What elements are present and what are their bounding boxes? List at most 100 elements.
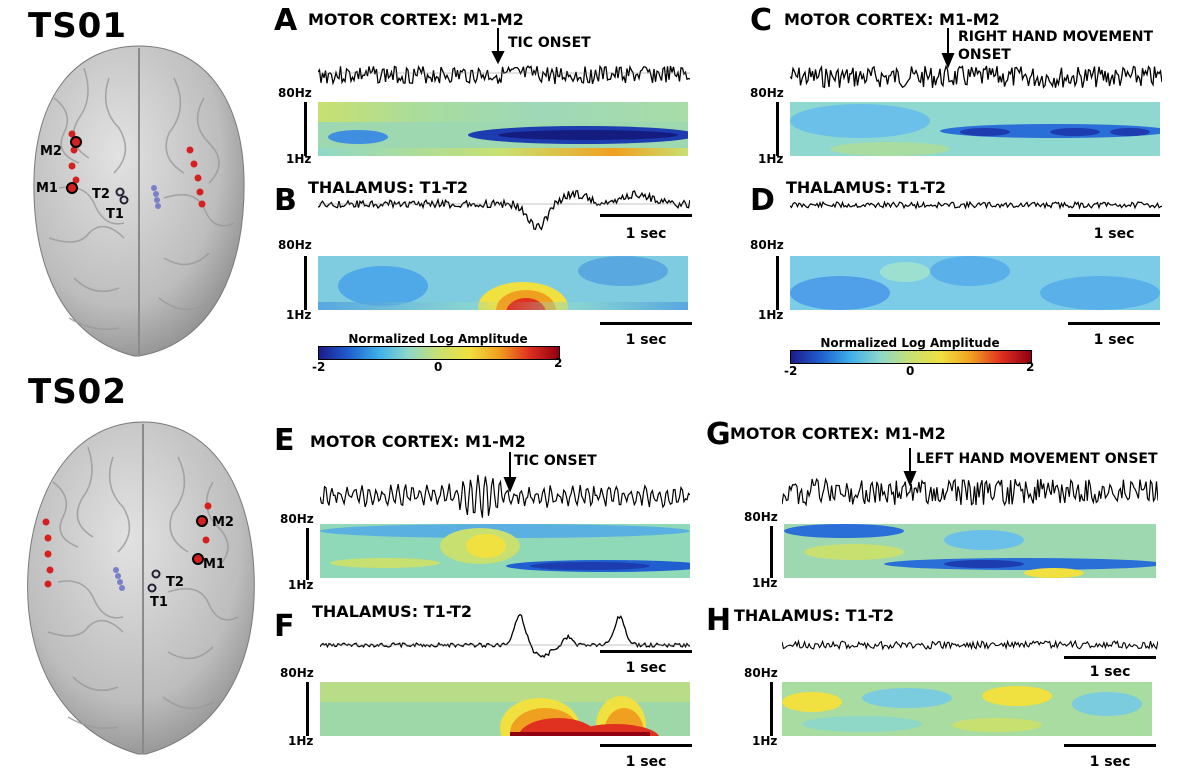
freq-axis-bar-b [304,256,307,310]
freq-top-f: 80Hz [280,666,314,680]
scale-bar-d-spec [1068,322,1160,325]
electrode-m2-ts01 [70,136,82,148]
spectrogram-b [318,256,688,310]
brain-label-m1-ts02: M1 [203,557,225,572]
trace-a [318,64,690,86]
freq-axis-bar-f [306,682,309,736]
spectrogram-f [320,682,690,736]
scale-label-b-trace: 1 sec [625,226,667,242]
freq-axis-bar-g [770,526,773,578]
freq-axis-bar-e [306,528,309,580]
trace-c [790,64,1162,89]
spectrogram-a [318,102,688,156]
electrode-strip-right-ts02 [202,502,212,544]
freq-bottom-h: 1Hz [752,734,778,748]
colorbar-max-1: 2 [554,356,563,370]
onset-label-c: RIGHT HAND MOVEMENT ONSET [958,29,1154,63]
colorbar-max-2: 2 [1026,360,1035,374]
colorbar-1 [318,346,560,360]
colorbar-2 [790,350,1032,364]
freq-top-c: 80Hz [750,86,784,100]
panel-title-b: THALAMUS: T1-T2 [308,178,469,197]
scale-bar-h-trace [1064,656,1156,659]
electrode-strip-right-ts01 [186,146,206,208]
electrode-m1-ts02 [192,553,204,565]
brain-render-ts01 [33,45,245,357]
freq-bottom-b: 1Hz [286,308,312,322]
panel-title-h: THALAMUS: T1-T2 [734,606,895,625]
freq-bottom-g: 1Hz [752,576,778,590]
colorbar-mid-2: 0 [906,364,915,378]
freq-bottom-e: 1Hz [288,578,314,592]
panel-title-a: MOTOR CORTEX: M1-M2 [308,10,524,29]
brain-label-t2-ts01: T2 [92,187,110,202]
scale-bar-f-trace [600,650,692,653]
freq-bottom-c: 1Hz [758,152,784,166]
brain-label-m1-ts01: M1 [36,181,58,196]
electrode-strip-left-ts01 [68,130,80,184]
panel-title-d: THALAMUS: T1-T2 [786,178,947,197]
panel-letter-f: F [274,609,295,644]
panel-title-g: MOTOR CORTEX: M1-M2 [730,424,946,443]
freq-top-d: 80Hz [750,238,784,252]
trace-e [320,474,690,518]
panel-letter-d: D [750,183,775,218]
freq-bottom-d: 1Hz [758,308,784,322]
scale-label-d-spec: 1 sec [1093,332,1135,348]
electrode-strip-left-ts02 [42,518,54,588]
colorbar-title-1: Normalized Log Amplitude [348,332,528,346]
scale-bar-f-spec [600,744,692,747]
panel-letter-h: H [706,603,732,638]
trace-b [318,189,690,231]
panel-title-c: MOTOR CORTEX: M1-M2 [784,10,1000,29]
brain-label-t2-ts02: T2 [166,575,184,590]
panel-letter-g: G [706,417,731,452]
scale-label-h-trace: 1 sec [1089,664,1131,680]
scale-bar-b-spec [600,322,692,325]
freq-bottom-f: 1Hz [288,734,314,748]
spectrogram-d [790,256,1160,310]
brain-label-m2-ts02: M2 [212,515,234,530]
depth-electrode-ts02 [113,567,161,593]
onset-label-a: TIC ONSET [508,35,591,51]
panel-letter-b: B [274,183,297,218]
trace-h [782,639,1158,651]
electrode-m2-ts02 [196,515,208,527]
scale-label-d-trace: 1 sec [1093,226,1135,242]
subject-label-ts02: TS02 [28,372,127,412]
spectrogram-c [790,102,1160,156]
scale-bar-b-trace [600,214,692,217]
scale-bar-d-trace [1068,214,1160,217]
panel-title-e: MOTOR CORTEX: M1-M2 [310,432,526,451]
trace-d [790,200,1162,210]
freq-top-h: 80Hz [744,666,778,680]
freq-axis-bar-d [776,256,779,310]
brain-label-t1-ts02: T1 [150,595,168,610]
panel-letter-a: A [274,3,298,38]
colorbar-mid-1: 0 [434,360,443,374]
freq-top-a: 80Hz [278,86,312,100]
scale-label-b-spec: 1 sec [625,332,667,348]
trace-g [782,476,1158,507]
brain-render-ts02 [27,421,255,755]
colorbar-title-2: Normalized Log Amplitude [820,336,1000,350]
spectrogram-g [784,524,1156,578]
onset-label-e: TIC ONSET [514,453,597,469]
freq-top-b: 80Hz [278,238,312,252]
freq-top-g: 80Hz [744,510,778,524]
spectrogram-h [782,682,1152,736]
colorbar-min-2: -2 [784,364,798,378]
freq-top-e: 80Hz [280,512,314,526]
freq-axis-bar-h [770,682,773,736]
brain-label-t1-ts01: T1 [106,207,124,222]
colorbar-min-1: -2 [312,360,326,374]
panel-letter-e: E [274,423,295,458]
freq-bottom-a: 1Hz [286,152,312,166]
scale-bar-h-spec [1064,744,1156,747]
scale-label-f-trace: 1 sec [625,660,667,676]
onset-label-g: LEFT HAND MOVEMENT ONSET [916,451,1158,467]
scale-label-h-spec: 1 sec [1089,754,1131,770]
brain-label-m2-ts01: M2 [40,144,62,159]
panel-title-f: THALAMUS: T1-T2 [312,602,473,621]
trace-f [320,613,690,659]
